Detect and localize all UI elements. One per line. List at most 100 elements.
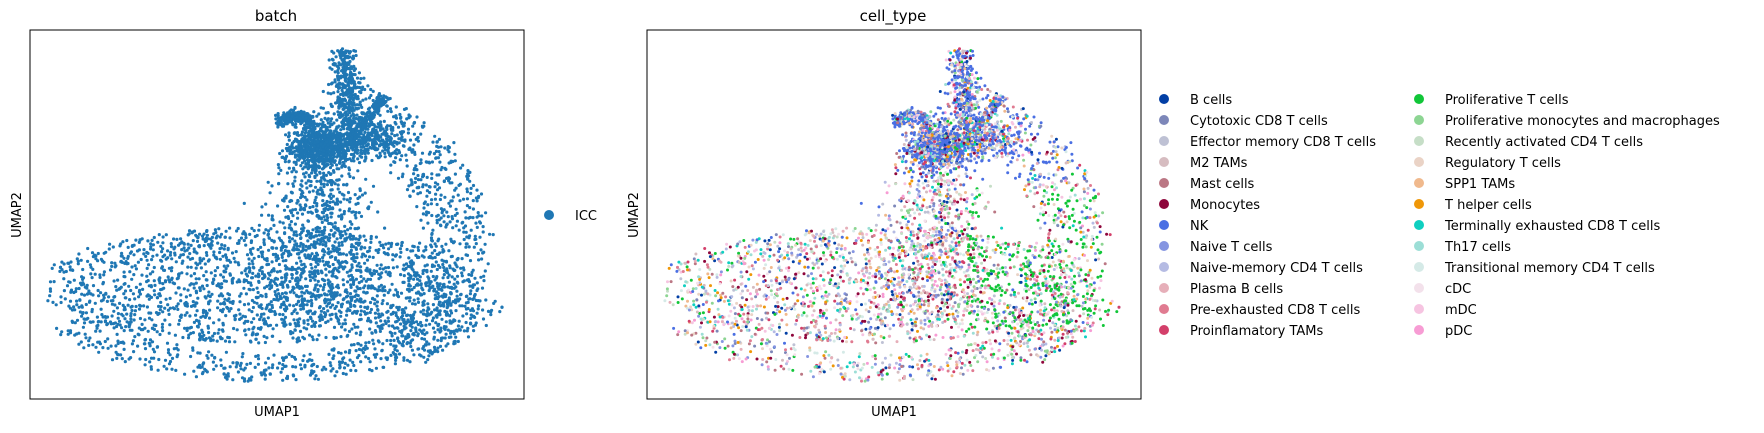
batch-point [431,284,435,288]
batch-point [364,355,368,359]
batch-point [191,348,195,352]
batch-point [378,329,382,333]
batch-point [128,298,132,302]
batch-point [365,306,369,311]
batch-point [374,330,378,334]
batch-point [331,200,335,204]
batch-point [454,207,458,211]
batch-point [396,326,400,330]
batch-point [48,294,52,298]
batch-point [379,319,383,323]
batch-point [405,247,409,252]
batch-point [151,347,155,351]
batch-point [219,363,223,368]
batch-point [272,297,276,302]
batch-point [253,365,257,369]
batch-point [306,253,310,257]
batch-point [394,358,398,362]
batch-point [341,252,345,256]
batch-point [147,263,151,267]
batch-point [323,125,327,129]
batch-point [359,305,363,309]
batch-point [469,228,473,232]
batch-point [409,148,413,152]
batch-point [306,239,310,243]
batch-point [452,240,456,244]
batch-point [391,125,395,130]
batch-point [474,221,478,225]
batch-point [329,119,333,123]
batch-point [355,356,360,360]
batch-point [412,277,416,281]
batch-point [352,343,356,347]
batch-point [418,279,422,283]
batch-point [433,255,437,260]
batch-point [133,335,137,339]
batch-point [345,334,349,338]
batch-point [398,130,402,134]
batch-point [326,309,330,313]
batch-point [295,270,299,274]
batch-point [161,247,165,251]
batch-point [291,373,295,377]
batch-point [333,221,337,225]
batch-point [202,361,206,365]
batch-point [475,311,479,315]
batch-point [147,341,151,345]
batch-point [101,282,105,286]
batch-point [395,305,399,309]
batch-point [196,325,200,329]
batch-point [127,325,131,329]
batch-point [349,283,353,287]
batch-point [388,107,393,111]
batch-point [356,157,360,161]
batch-point [300,161,304,165]
batch-point [170,257,174,261]
batch-point [419,132,423,136]
batch-point [210,235,214,239]
batch-point [266,316,270,320]
batch-point [411,124,415,128]
batch-point [72,305,76,309]
batch-point [391,303,395,307]
batch-point [322,253,326,257]
batch-point [387,151,391,155]
batch-point [321,106,325,110]
batch-point [412,120,417,125]
batch-point [383,289,387,293]
batch-point [339,335,343,339]
batch-point [260,255,264,259]
batch-point [416,300,421,304]
batch-point [330,188,334,192]
batch-point [217,318,221,322]
batch-point [323,297,327,301]
batch-point [293,175,297,179]
batch-point [471,199,475,203]
batch-point [303,165,307,169]
batch-point [218,247,222,251]
batch-point [344,288,348,292]
batch-point [358,333,362,337]
batch-point [151,243,155,247]
batch-point [357,238,361,242]
batch-point [322,207,326,211]
batch-point [383,226,387,230]
batch-point [232,326,236,331]
batch-point [390,331,394,335]
batch-point [346,280,350,284]
batch-point [381,342,385,346]
batch-point [340,174,344,178]
batch-point [330,179,334,183]
batch-point [122,329,126,333]
batch-point [339,230,343,234]
batch-point [287,352,291,356]
batch-point [365,258,370,262]
batch-point [198,288,202,293]
batch-point [474,242,478,246]
batch-point [376,324,380,328]
batch-point [311,189,315,193]
batch-point [322,174,326,178]
batch-point [243,269,247,273]
batch-point [419,218,423,222]
batch-point [123,296,127,300]
